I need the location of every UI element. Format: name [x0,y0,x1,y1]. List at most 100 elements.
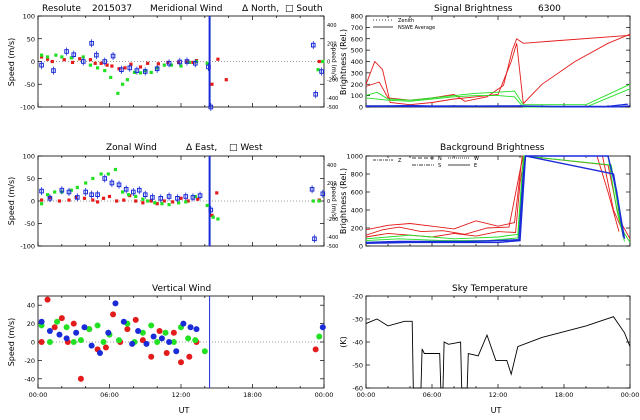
vertical-point-blue [135,327,142,334]
vertical-point-green [94,322,101,329]
vertical-point-red [51,324,58,331]
skytemp-xtick-label: 06:00 [423,391,442,399]
signal-ytick-label: 100 [351,92,363,100]
signal-ytick-label: 500 [351,47,363,55]
vertical-ylabel: Speed (m/s) [7,318,16,367]
meridional-y2tick-label: 0 [327,60,330,66]
meridional-title: Meridional Wind [150,4,222,14]
zonal-point-blue [109,180,115,186]
meridional-point-green [125,78,129,82]
vertical-point-green [185,335,192,342]
zonal-y2tick-label: 0 [327,199,330,205]
meridional-point-green [321,59,325,64]
vertical-ytick-label: 40 [27,302,35,310]
signal-line-red-2 [365,34,631,102]
meridional-ytick-label: 100 [23,13,35,21]
meridional-point-blue [193,61,198,66]
meridional-point-green [162,63,166,67]
zonal-point-blue [312,236,317,242]
vertical-point-blue [96,350,103,357]
zonal-point-blue [150,195,155,200]
meridional-point-blue [51,68,56,73]
vertical-point-green [316,333,323,340]
vertical-xlabel: UT [179,406,190,415]
vertical-point-red [148,353,155,360]
zonal-point-green [69,188,73,192]
meridional-point-green [116,91,120,95]
vertical-point-blue [46,327,53,334]
meridional-point-blue [119,67,124,72]
meridional-point-blue [177,59,183,65]
background-ytick-label: 800 [351,171,363,179]
meridional-point-blue [134,68,140,73]
vertical-point-red [77,375,84,382]
meridional-point-red [317,59,321,64]
meridional-point-green [54,53,58,57]
vertical-point-green [116,337,123,344]
skytemp-xtick-label: 12:00 [489,391,508,399]
signal-legend-nswe: NSWE Average [398,25,435,31]
zonal-y2tick-label: 400 [327,163,337,169]
vertical-point-blue [143,340,150,347]
vertical-point-blue [193,326,200,333]
zonal-legend-east: Δ East, [186,143,217,153]
vertical-point-blue [112,300,119,307]
vertical-point-red [58,315,65,322]
vertical-ytick-label: -20 [24,357,35,365]
meridional-y2tick-label: -500 [327,105,338,111]
background-line-red-1 [365,155,620,232]
meridional-point-green [103,69,107,73]
zonal-legend-west: □ West [229,143,263,153]
vertical-point-green [170,339,177,345]
zonal-point-blue [320,191,326,197]
meridional-point-blue [154,66,160,72]
skytemp-line-sky [365,316,631,389]
zonal-point-green [39,202,44,206]
zonal-point-green [91,176,95,181]
background-title: Background Brightness [440,143,545,153]
meridional-point-red [123,66,127,70]
vertical-point-blue [187,324,194,331]
skytemp-xtick-label: 18:00 [555,391,574,399]
background-ytick-label: 200 [351,225,363,233]
zonal-point-red [171,200,175,204]
meridional-ytick-label: -50 [24,81,35,89]
meridional-point-green [121,82,125,86]
meridional-ytick-label: -100 [20,104,35,112]
meridional-point-green [81,55,85,59]
zonal-point-blue [89,192,94,197]
vertical-title: Vertical Wind [152,284,211,294]
zonal-point-red [74,195,78,199]
zonal-point-blue [66,189,72,195]
vertical-point-green [86,326,93,333]
zonal-y2tick-label: -500 [327,244,338,250]
meridional-point-red [99,61,103,65]
meridional-point-green [179,64,183,68]
signal-ylabel: Brightness (Rel.) [339,29,348,95]
meridional-y2label: Speed (m/s) [330,44,337,80]
meridional-point-red [88,58,93,62]
skytemp-xtick-label: 00:00 [357,391,376,399]
meridional-point-green [39,53,44,57]
zonal-point-blue [102,176,108,181]
meridional-point-red [117,67,121,71]
meridional-point-blue [110,53,116,59]
zonal-point-red [179,196,183,200]
meridional-point-blue [313,91,318,97]
meridional-point-red [78,57,82,61]
meridional-point-blue [80,59,86,64]
background-legend-z: Z [398,158,402,164]
vertical-point-blue [166,339,173,345]
zonal-point-green [84,181,88,185]
zonal-point-blue [75,195,80,200]
zonal-point-red [162,199,166,203]
zonal-point-red [149,199,153,203]
vertical-point-blue [88,342,95,349]
skytemp-frame [365,295,631,389]
zonal-y2tick-label: -200 [327,217,338,223]
meridional-point-blue [206,64,211,70]
background-ytick-label: 400 [351,207,363,215]
skytemp-xlabel: UT [491,406,502,415]
zonal-point-blue [59,187,65,193]
